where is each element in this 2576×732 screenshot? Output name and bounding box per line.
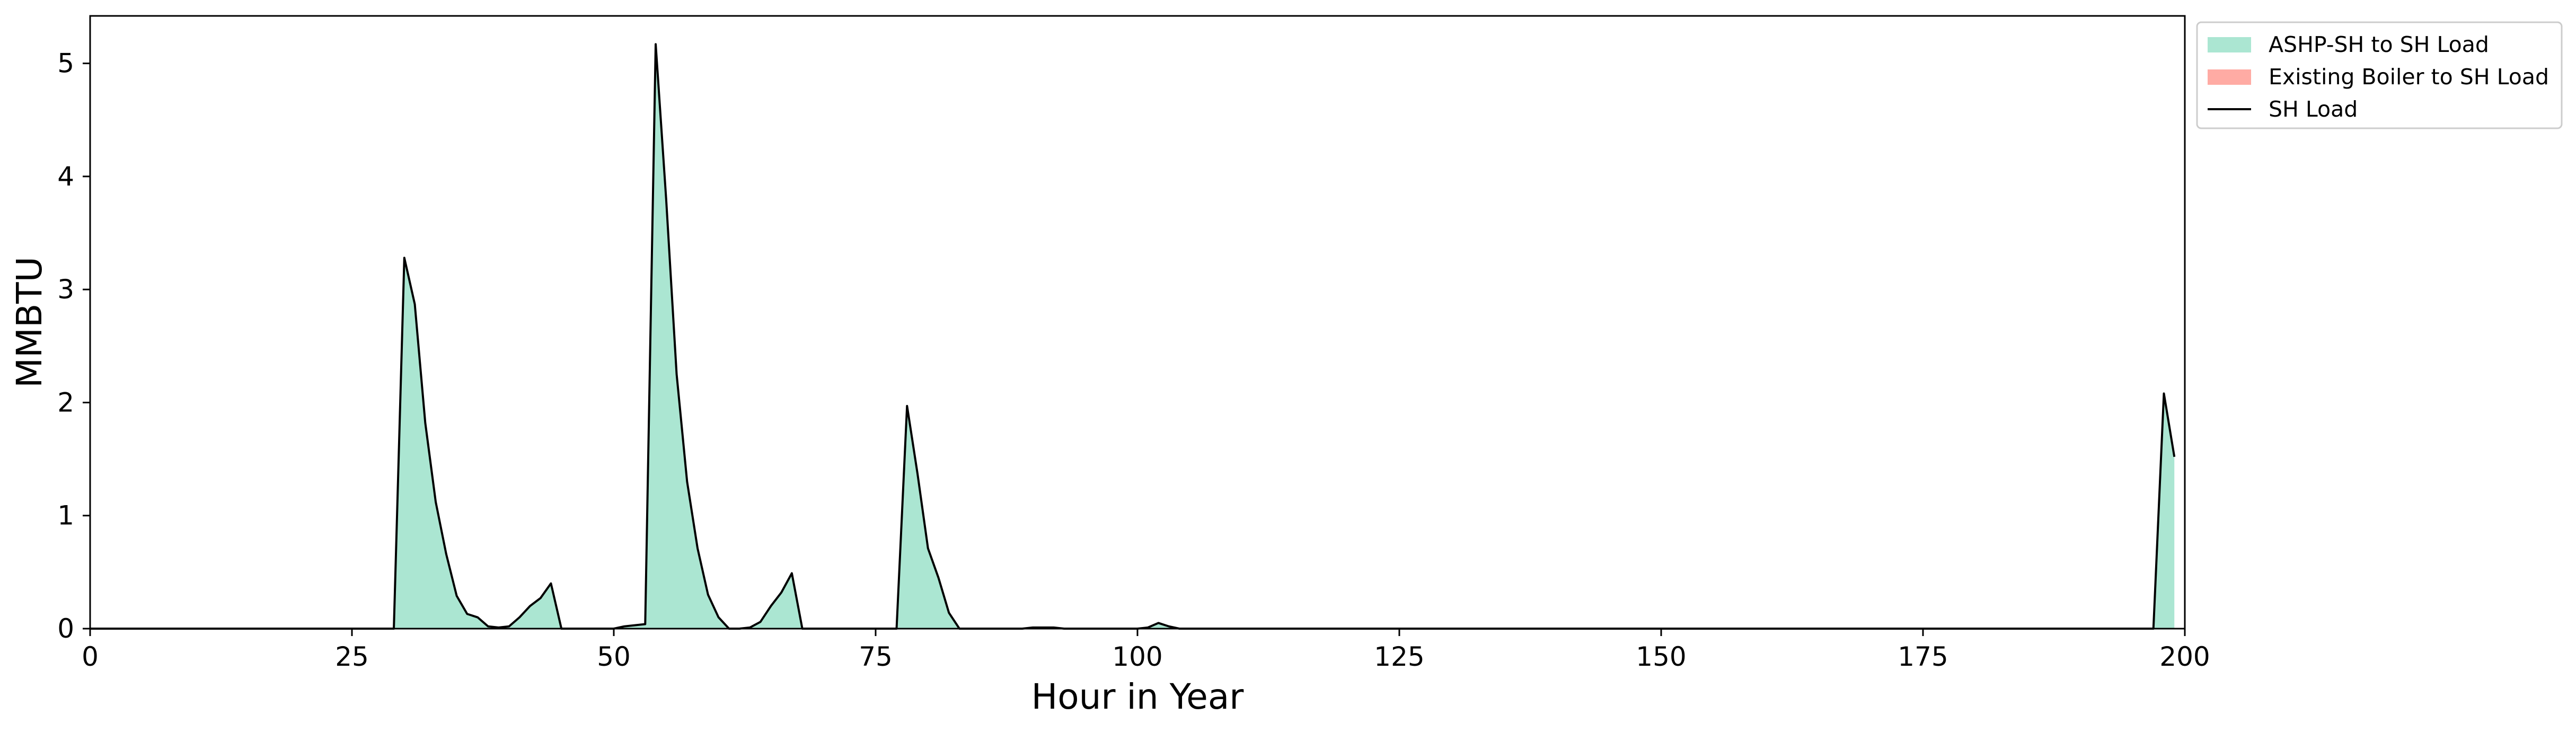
legend-swatch-1: [2208, 69, 2251, 85]
legend: ASHP-SH to SH Load Existing Boiler to SH …: [2196, 21, 2563, 129]
legend-box: [2196, 21, 2563, 129]
legend-label: ASHP-SH to SH Load: [2269, 32, 2489, 57]
x-tick-label: 150: [1636, 641, 1686, 672]
x-tick-label: 75: [859, 641, 893, 672]
x-tick-label: 125: [1374, 641, 1424, 672]
y-tick-label: 2: [57, 387, 74, 418]
y-tick-label: 4: [57, 161, 74, 192]
legend-label: Existing Boiler to SH Load: [2269, 64, 2549, 90]
x-tick-label: 175: [1898, 641, 1948, 672]
x-tick-label: 50: [597, 641, 631, 672]
y-tick-label: 0: [57, 613, 74, 644]
y-tick-label: 5: [57, 48, 74, 79]
x-tick-label: 25: [335, 641, 369, 672]
x-tick-label: 0: [82, 641, 99, 672]
y-tick-label: 1: [57, 500, 74, 531]
x-tick-label: 200: [2159, 641, 2210, 672]
legend-swatch-0: [2208, 37, 2251, 52]
x-axis-title: Hour in Year: [1031, 676, 1245, 717]
y-tick-label: 3: [57, 274, 74, 305]
legend-label: SH Load: [2269, 96, 2358, 122]
y-axis-title: MMBTU: [9, 257, 50, 388]
axis-ticks: 0 25 50 75 100 125 150 175 200 0 1 2 3 4 5: [57, 48, 2210, 672]
x-tick-label: 100: [1112, 641, 1162, 672]
